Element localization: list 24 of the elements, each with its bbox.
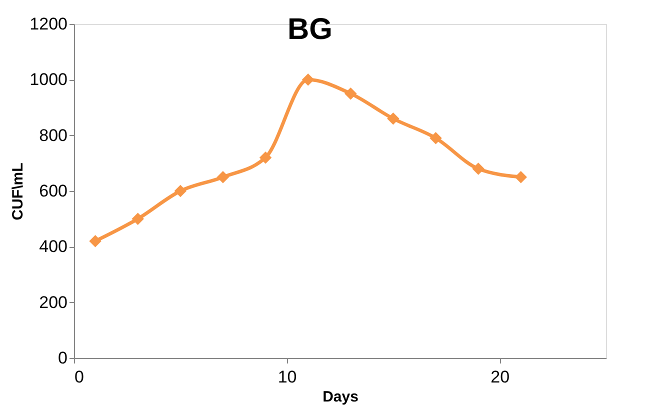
y-tick-label: 1200 xyxy=(30,14,68,34)
point xyxy=(514,170,528,184)
x-tick-label: 20 xyxy=(490,368,510,386)
chart-title: BG xyxy=(288,13,332,46)
point xyxy=(216,170,230,184)
x-tick-label: 0 xyxy=(74,368,84,386)
point xyxy=(430,132,442,144)
point xyxy=(132,212,144,225)
y-tick-label: 1000 xyxy=(30,70,68,90)
y-tick-label: 600 xyxy=(39,182,68,200)
y-tick-label: 0 xyxy=(58,348,68,368)
point xyxy=(387,112,400,125)
point xyxy=(472,162,484,175)
y-tick-label: 400 xyxy=(39,237,68,256)
y-tick-label: 800 xyxy=(39,126,68,145)
point xyxy=(259,151,272,164)
point xyxy=(89,234,102,248)
x-tick-label: 10 xyxy=(278,368,297,386)
y-tick-label: 200 xyxy=(39,292,68,312)
point xyxy=(344,87,357,100)
point xyxy=(302,74,314,86)
x-axis-title: Days xyxy=(322,388,358,406)
point xyxy=(174,184,187,198)
y-axis-title: CUF\mL xyxy=(10,162,27,220)
